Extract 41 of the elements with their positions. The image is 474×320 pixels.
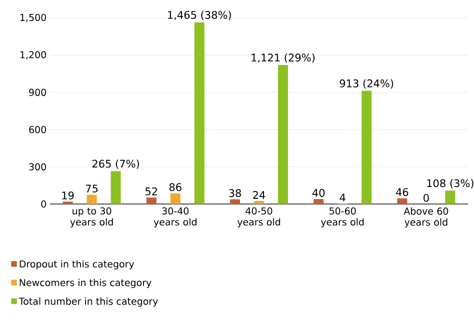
bar: [170, 193, 180, 204]
x-tick-label: 50-60 years old: [320, 207, 364, 228]
data-label: 0: [424, 194, 429, 202]
data-label: 19: [62, 191, 74, 200]
data-label: 38: [229, 189, 241, 198]
bar: [110, 171, 121, 204]
data-label: 4: [340, 194, 346, 202]
legend-label: Total number in this category: [18, 297, 158, 307]
data-label: 40: [312, 188, 325, 197]
bar: [445, 190, 456, 204]
bar: [254, 201, 264, 204]
data-label: 913 (24%): [340, 79, 394, 89]
y-tick-label: 300: [29, 163, 46, 170]
bar: [362, 90, 372, 204]
y-tick-label: 900: [29, 88, 46, 96]
bar: [194, 22, 204, 204]
data-label: 52: [146, 187, 158, 196]
bar: [278, 64, 288, 204]
data-label: 265 (7%): [92, 160, 139, 169]
bar: [230, 199, 240, 204]
y-tick-label: 1,200: [20, 51, 46, 60]
bar: [314, 199, 324, 204]
bar: [397, 198, 408, 204]
x-tick-label: 40-50 years old: [237, 207, 280, 228]
legend-label: Dropout in this category: [20, 260, 134, 270]
data-label: 75: [86, 184, 98, 192]
x-tick-label: 30-40 years old: [154, 207, 196, 228]
x-tick-label: Above 60 years old: [404, 207, 448, 228]
legend-label: Newcomers in this category: [20, 278, 152, 288]
bar: [146, 198, 156, 204]
y-tick-label: 0: [41, 200, 46, 208]
data-label: 86: [169, 183, 182, 192]
data-label: 1,465 (38%): [168, 10, 231, 20]
bar: [86, 194, 97, 204]
data-label: 1,121 (29%): [252, 53, 315, 63]
x-tick-label: up to 30 years old: [70, 207, 113, 228]
data-label: 24: [253, 191, 266, 199]
y-tick-label: 1,500: [20, 14, 46, 22]
y-tick-label: 600: [29, 126, 46, 134]
data-label: 46: [396, 188, 408, 196]
data-label: 108 (3%): [427, 179, 474, 188]
